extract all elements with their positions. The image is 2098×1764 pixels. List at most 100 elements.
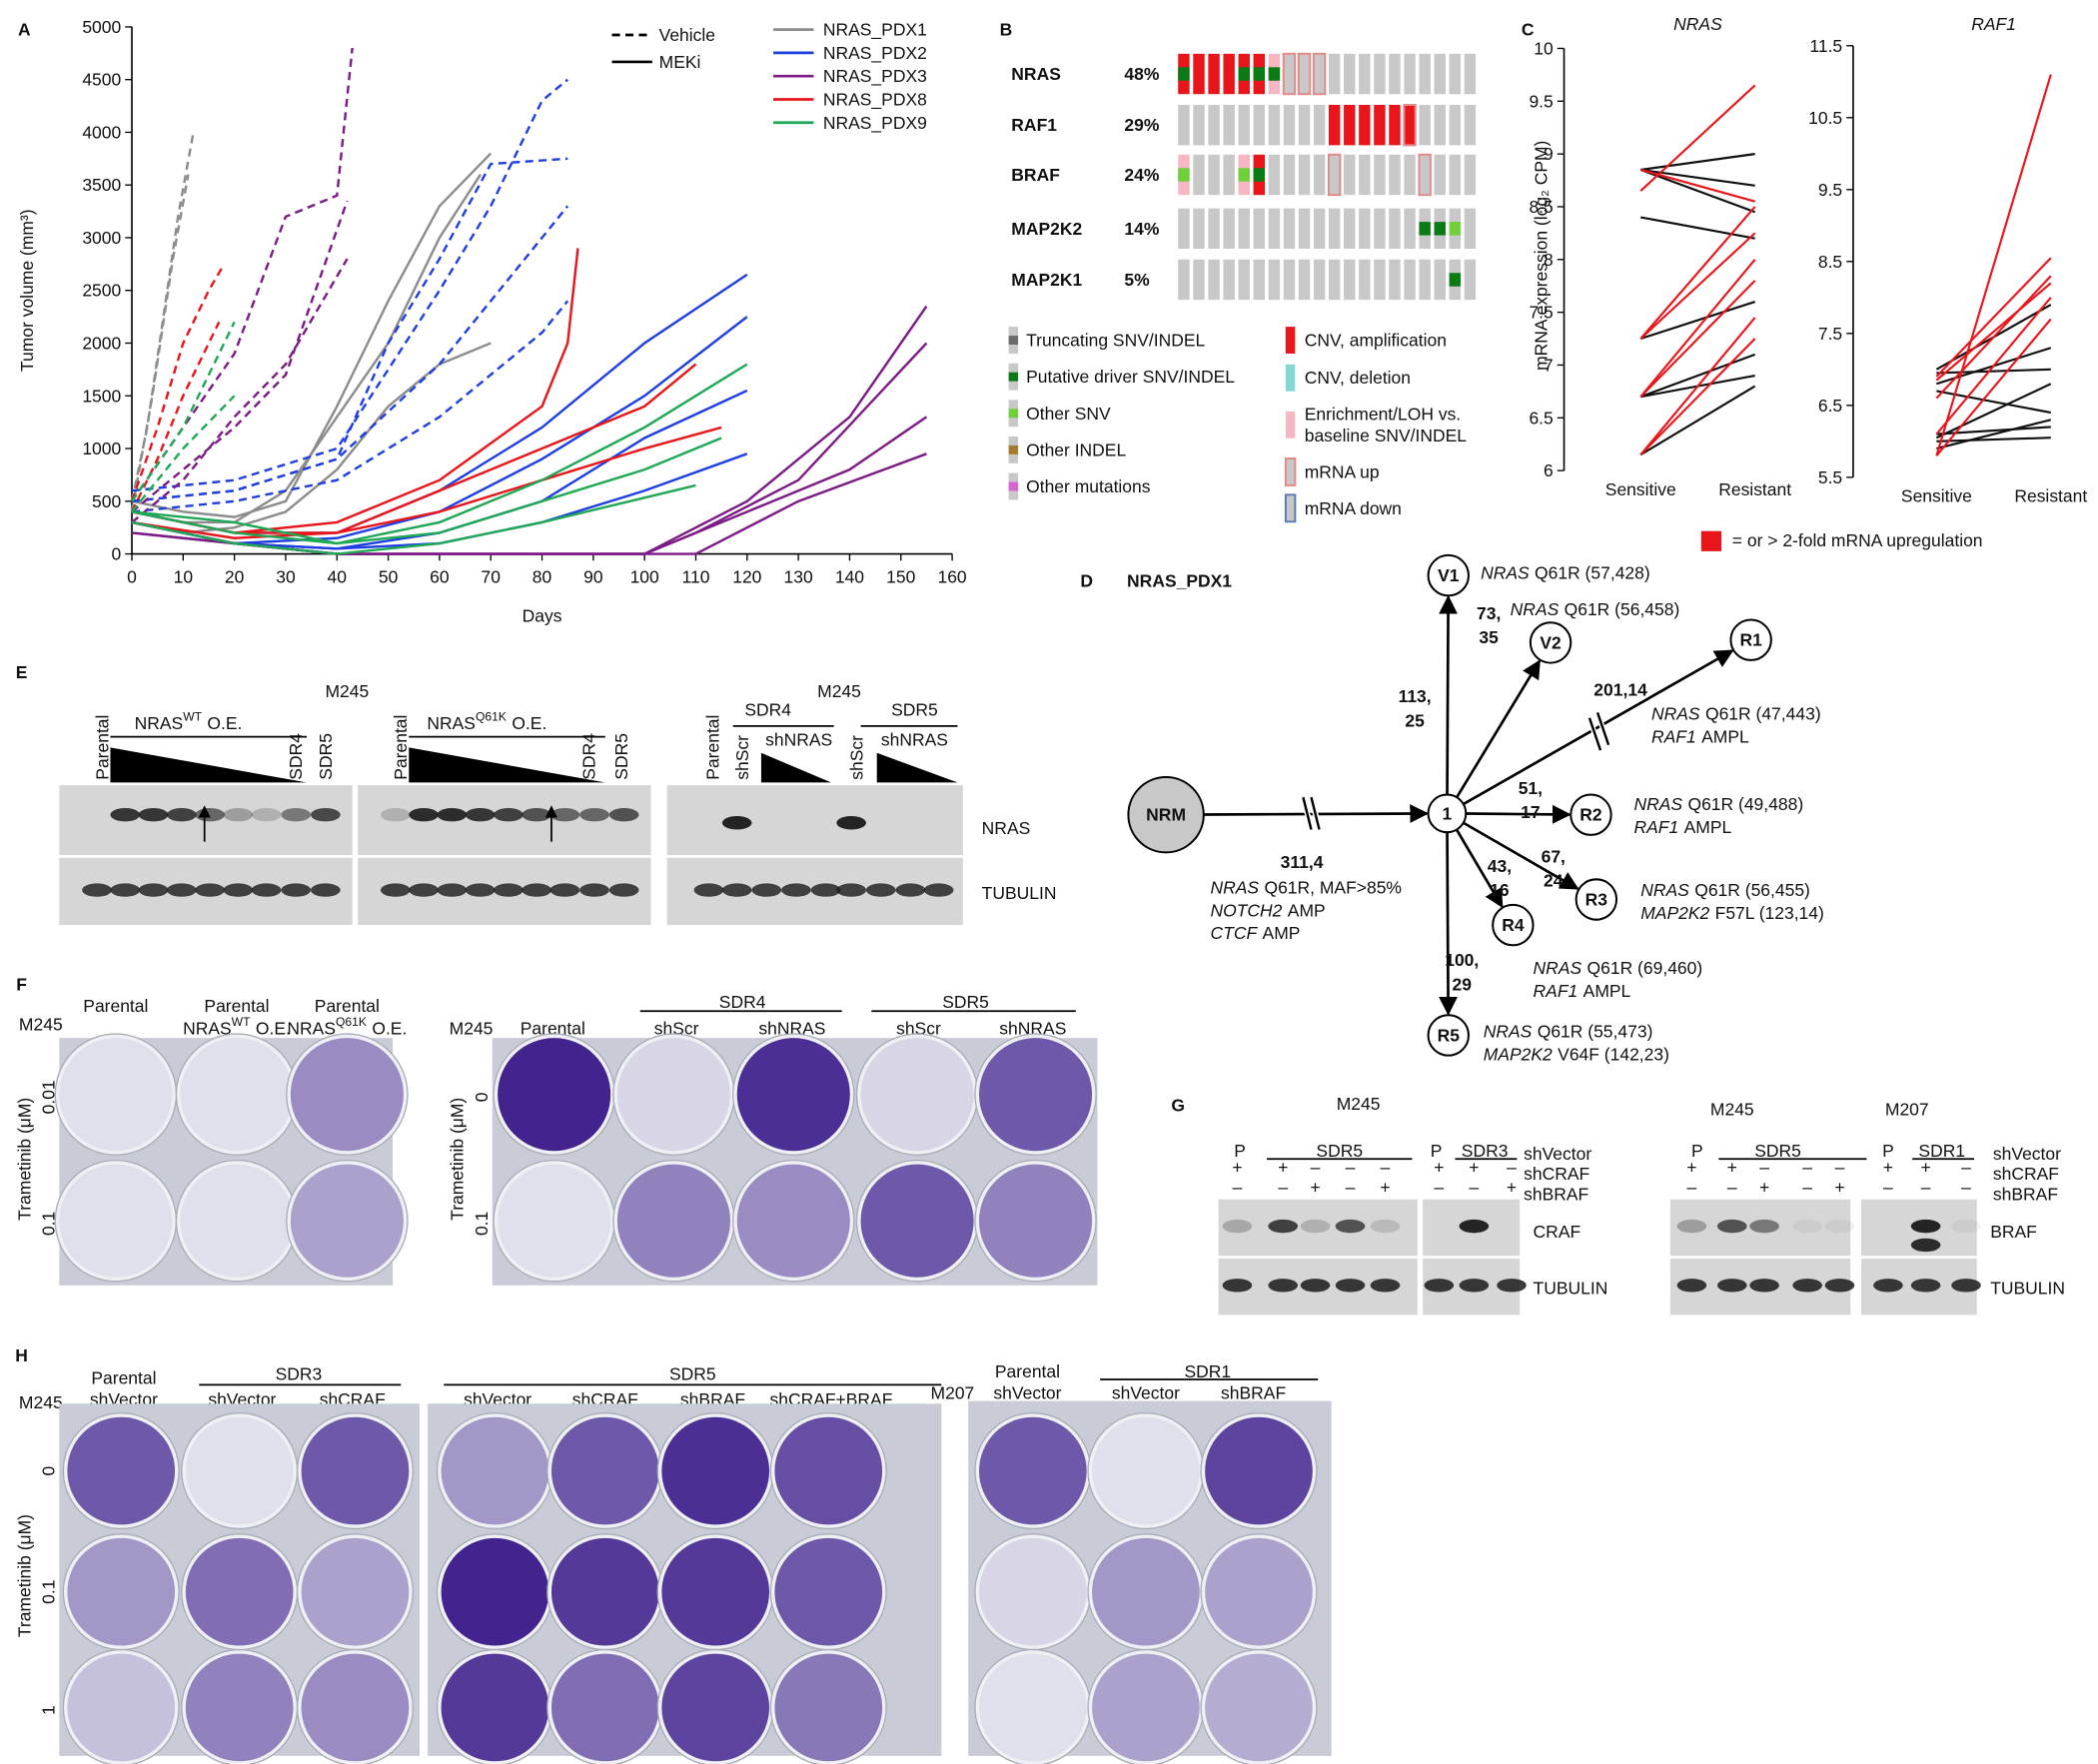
- band: [223, 807, 254, 822]
- band: [1497, 1279, 1527, 1293]
- onco-cell: [1178, 259, 1190, 301]
- band: [1873, 1279, 1903, 1293]
- onco-cell: [1328, 104, 1341, 146]
- node-label: V1: [1438, 565, 1460, 585]
- label: shNRAS: [758, 1019, 825, 1039]
- growth-curve: [131, 157, 568, 503]
- onco-cell: [1238, 104, 1250, 146]
- label: shNRAS: [999, 1019, 1066, 1039]
- well-stain: [290, 1038, 404, 1152]
- onco-cell: [1327, 153, 1342, 197]
- mutation-annotation: NOTCH2 AMP: [1211, 900, 1326, 920]
- tree-edge: [1466, 804, 1572, 824]
- expression-line: [1935, 74, 2052, 456]
- band: [1268, 1219, 1299, 1234]
- chart-title: NRAS: [1673, 14, 1722, 34]
- x-tick-label: 40: [328, 566, 348, 586]
- label: M207: [1885, 1099, 1929, 1119]
- well-stain: [59, 1038, 173, 1152]
- well-stain: [185, 1416, 294, 1525]
- y-tick-label: 3500: [82, 175, 121, 195]
- tree-node: [1427, 793, 1468, 834]
- y-tick-label: 7: [1544, 355, 1554, 375]
- label-text: NRAS: [287, 1019, 336, 1039]
- tree-edge: [1456, 659, 1542, 798]
- well-stain: [180, 1164, 294, 1278]
- band: [494, 807, 524, 822]
- growth-curve: [131, 342, 492, 534]
- well-stain: [616, 1038, 730, 1152]
- node-label: R2: [1579, 805, 1602, 825]
- sign: –: [1346, 1157, 1356, 1177]
- band: [110, 883, 141, 897]
- mutation-annotation: CTCF AMP: [1211, 923, 1301, 943]
- band: [836, 816, 866, 830]
- well-stain: [1092, 1653, 1200, 1762]
- mutation-text: Q61R (69,460): [1587, 958, 1703, 978]
- growth-curve: [131, 152, 493, 518]
- mutation-text: Q61R (57,428): [1535, 562, 1650, 582]
- onco-cell: [1464, 53, 1477, 95]
- band: [1824, 1219, 1855, 1234]
- legend-label: NRAS_PDX1: [823, 20, 927, 41]
- label: shNRAS: [881, 729, 948, 749]
- label: SDR1: [1918, 1141, 1965, 1161]
- edge-label: 29: [1453, 974, 1473, 994]
- label: Parental: [702, 715, 722, 780]
- sign: +: [1278, 1157, 1288, 1177]
- mutation-annotation: RAF1 AMPL: [1651, 727, 1749, 747]
- band: [721, 883, 752, 897]
- gene-name: NRAS: [1634, 794, 1683, 814]
- x-tick-label: 120: [732, 566, 761, 586]
- tree-node: [1574, 878, 1618, 921]
- onco-cell: [1208, 53, 1220, 95]
- band: [167, 883, 197, 897]
- tree-title: NRAS_PDX1: [1127, 570, 1232, 590]
- well-stain: [441, 1653, 549, 1762]
- sign: –: [1802, 1157, 1812, 1177]
- label-text: O.E.: [512, 713, 546, 733]
- x-tick-label: 80: [532, 566, 552, 586]
- legend-label: NRAS_PDX2: [823, 43, 927, 64]
- onco-cell: [1193, 154, 1205, 196]
- tree-edge: [1463, 821, 1579, 890]
- well-stain: [774, 1537, 883, 1646]
- band: [865, 883, 896, 897]
- legend-label: NRAS_PDX8: [823, 89, 927, 110]
- band: [1222, 1279, 1253, 1293]
- label: Parental: [204, 996, 269, 1016]
- label: shVector: [993, 1382, 1061, 1402]
- band: [1824, 1279, 1855, 1293]
- onco-cell: [1404, 208, 1416, 250]
- label: SDR3: [1462, 1141, 1509, 1161]
- mutation-text: AMPL: [1583, 981, 1631, 1001]
- expression-line: [1935, 297, 2052, 436]
- y-tick-label: 500: [92, 491, 121, 511]
- onco-cell: [1449, 53, 1462, 95]
- gene-name: RAF1: [1534, 981, 1578, 1001]
- onco-cell: [1223, 208, 1235, 250]
- onco-cell: [1238, 208, 1250, 250]
- y-tick-label: 5000: [82, 17, 121, 37]
- mutation-text: AMP: [1263, 923, 1301, 943]
- onco-cell: [1284, 493, 1297, 523]
- sign: –: [1759, 1157, 1769, 1177]
- expression-line: [1640, 153, 1755, 172]
- gene-label: BRAF: [1011, 165, 1060, 185]
- onco-mark: [1008, 372, 1019, 382]
- legend-label: mRNA down: [1305, 498, 1402, 518]
- legend-label: CNV, amplification: [1305, 331, 1447, 351]
- sign: +: [1380, 1178, 1390, 1198]
- onco-mark: [1008, 336, 1019, 346]
- gene-percent: 29%: [1124, 115, 1159, 135]
- sign: –: [1687, 1178, 1697, 1198]
- band: [579, 883, 609, 897]
- label: 0: [39, 1465, 59, 1475]
- well-stain: [661, 1537, 770, 1646]
- label: CRAF: [1534, 1222, 1581, 1242]
- sign: –: [1278, 1178, 1288, 1198]
- label: SDR5: [611, 733, 631, 780]
- y-tick-label: 7.5: [1529, 303, 1553, 323]
- band: [608, 807, 639, 822]
- node-label: R4: [1502, 915, 1525, 935]
